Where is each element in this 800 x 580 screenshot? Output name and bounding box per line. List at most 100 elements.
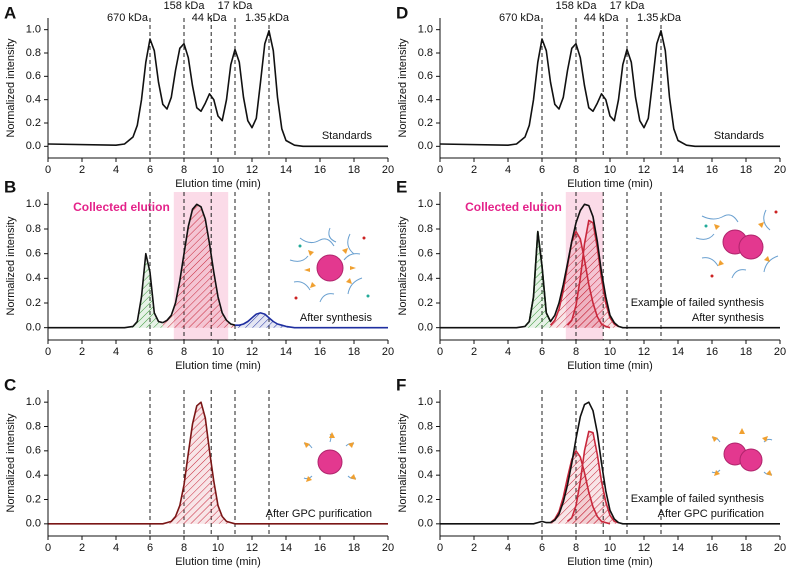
x-tick-label: 8 [181, 542, 187, 554]
line-series [47, 29, 388, 148]
marker-label: 670 kDa [107, 12, 149, 24]
y-axis-label: Normalized intensity [397, 413, 409, 513]
nanoparticle-illustration [303, 432, 357, 482]
x-axis-label: Elution time (min) [175, 360, 261, 372]
x-tick-label: 12 [638, 346, 650, 358]
y-tick-label: 0.2 [418, 493, 433, 505]
line-series [48, 401, 388, 525]
x-tick-label: 0 [437, 542, 443, 554]
line-series [235, 312, 388, 329]
x-tick-label: 6 [147, 164, 153, 176]
x-axis-label: Elution time (min) [175, 556, 261, 568]
y-tick-label: 0.8 [26, 47, 41, 59]
y-tick-label: 0.4 [418, 272, 433, 284]
panel-letter: E [396, 177, 407, 196]
y-axis-label: Normalized intensity [5, 38, 17, 138]
x-tick-label: 0 [45, 164, 51, 176]
marker-label: 158 kDa [556, 0, 598, 12]
x-tick-label: 20 [774, 542, 786, 554]
y-tick-label: 0.6 [418, 445, 433, 457]
marker-label: 158 kDa [164, 0, 206, 12]
x-tick-label: 10 [604, 346, 616, 358]
x-tick-label: 8 [573, 542, 579, 554]
x-tick-label: 16 [706, 346, 718, 358]
line-series [566, 219, 619, 328]
annotation: After GPC purification [266, 508, 372, 520]
x-tick-label: 0 [437, 164, 443, 176]
y-tick-label: 0.0 [418, 140, 433, 152]
y-tick-label: 0.2 [26, 493, 41, 505]
x-tick-label: 6 [147, 346, 153, 358]
x-tick-label: 8 [573, 346, 579, 358]
x-tick-label: 12 [246, 542, 258, 554]
y-tick-label: 0.0 [418, 518, 433, 530]
x-axis-label: Elution time (min) [567, 360, 653, 372]
y-tick-label: 1.0 [26, 24, 41, 36]
y-tick-label: 0.0 [26, 140, 41, 152]
x-tick-label: 16 [706, 542, 718, 554]
line-series [566, 430, 619, 524]
x-tick-label: 14 [280, 542, 292, 554]
nanoparticle-illustration [289, 227, 370, 303]
x-tick-label: 10 [212, 346, 224, 358]
panel-letter: B [4, 177, 16, 196]
y-tick-label: 0.6 [26, 248, 41, 260]
y-axis-label: Normalized intensity [397, 38, 409, 138]
x-tick-label: 8 [181, 164, 187, 176]
marker-label: 17 kDa [610, 0, 646, 12]
area-fill [525, 231, 551, 328]
panel-letter: C [4, 375, 16, 394]
panel-letter: A [4, 3, 16, 22]
y-tick-label: 0.2 [418, 297, 433, 309]
annotation: After synthesis [692, 312, 765, 324]
line-series [162, 203, 236, 326]
x-tick-label: 18 [348, 542, 360, 554]
marker-label: 670 kDa [499, 12, 541, 24]
x-tick-label: 4 [505, 164, 511, 176]
x-tick-label: 12 [246, 164, 258, 176]
x-tick-label: 14 [280, 164, 292, 176]
x-tick-label: 0 [45, 346, 51, 358]
x-tick-label: 16 [314, 346, 326, 358]
y-tick-label: 0.2 [26, 297, 41, 309]
y-tick-label: 0.8 [418, 420, 433, 432]
x-tick-label: 2 [471, 542, 477, 554]
x-tick-label: 16 [314, 164, 326, 176]
y-tick-label: 0.4 [26, 469, 41, 481]
y-tick-label: 0.2 [26, 117, 41, 129]
y-tick-label: 0.4 [26, 272, 41, 284]
x-tick-label: 18 [348, 164, 360, 176]
y-tick-label: 0.4 [418, 94, 433, 106]
x-tick-label: 14 [280, 346, 292, 358]
x-tick-label: 0 [437, 346, 443, 358]
area-fill [162, 204, 235, 328]
y-tick-label: 0.0 [418, 322, 433, 334]
annotation: Example of failed synthesis [631, 297, 765, 309]
x-tick-label: 14 [672, 164, 684, 176]
y-axis-label: Normalized intensity [5, 216, 17, 316]
x-tick-label: 20 [382, 542, 394, 554]
x-tick-label: 14 [672, 542, 684, 554]
x-tick-label: 20 [774, 164, 786, 176]
line-series [440, 401, 780, 525]
x-tick-label: 16 [706, 164, 718, 176]
marker-label: 17 kDa [218, 0, 254, 12]
y-tick-label: 1.0 [418, 396, 433, 408]
marker-label: 1.35 kDa [637, 12, 682, 24]
y-tick-label: 0.8 [26, 420, 41, 432]
y-tick-label: 1.0 [418, 24, 433, 36]
x-tick-label: 4 [113, 164, 119, 176]
x-tick-label: 14 [672, 346, 684, 358]
x-tick-label: 8 [181, 346, 187, 358]
x-tick-label: 4 [505, 542, 511, 554]
annotation: Example of failed synthesis [631, 493, 765, 505]
x-tick-label: 4 [113, 542, 119, 554]
x-tick-label: 2 [79, 164, 85, 176]
highlight-label: Collected elution [73, 200, 170, 214]
area-fill [567, 220, 619, 328]
x-tick-label: 20 [382, 164, 394, 176]
nanoparticle-illustration [711, 428, 773, 476]
area-fill [48, 253, 163, 328]
y-tick-label: 1.0 [26, 198, 41, 210]
